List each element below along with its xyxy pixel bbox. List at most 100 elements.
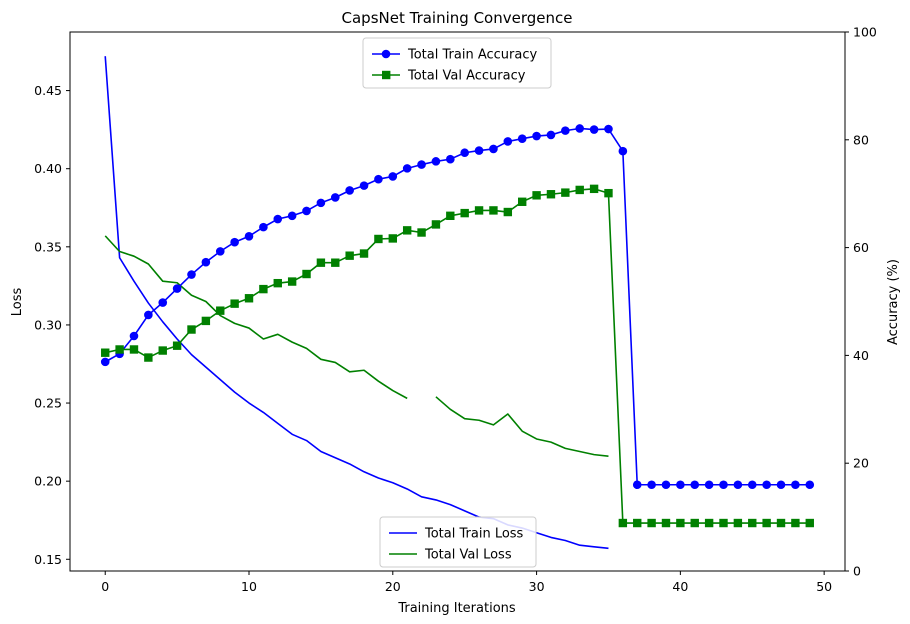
train-accuracy-point [690,480,700,490]
val-accuracy-point [733,518,743,528]
train-accuracy-point [144,310,153,320]
val-accuracy-point [115,345,124,354]
legend-label: Total Val Accuracy [407,69,526,84]
train-accuracy-point [676,480,685,490]
train-accuracy-point [244,231,254,241]
train-accuracy-point [489,144,498,154]
left-tick-label: 0.35 [34,239,62,254]
x-tick-label: 30 [529,579,545,594]
x-tick-label: 40 [672,579,688,594]
right-tick-label: 40 [853,348,869,363]
val-accuracy-point [230,299,239,308]
val-accuracy-point [489,206,498,215]
val-accuracy-point [805,518,814,528]
left-tick-label: 0.30 [34,317,62,332]
val-accuracy-point [345,251,354,260]
loss-legend: Total Train Loss Total Val Loss [379,516,537,568]
legend-box [379,516,537,568]
val-accuracy-point [474,206,484,215]
legend-label: Total Train Accuracy [407,48,537,63]
x-tick-label: 10 [241,579,257,594]
train-accuracy-point [417,160,426,169]
train-accuracy-point [129,331,139,341]
train-accuracy-point [172,284,182,293]
right-axis-label: Accuracy (%) [886,259,901,345]
train-accuracy-point [791,480,800,490]
val-accuracy-point [575,185,584,195]
val-accuracy-line [105,188,810,524]
legend-label: Total Train Loss [424,527,524,542]
val-accuracy-point [359,249,369,258]
val-accuracy-point [144,353,153,362]
train-accuracy-point [187,270,196,279]
train-accuracy-point [158,298,168,307]
val-accuracy-point [546,190,556,199]
val-accuracy-point [402,226,412,235]
train-accuracy-point [402,164,412,173]
val-accuracy-point [791,518,800,528]
val-accuracy-point [647,518,656,528]
val-accuracy-point [287,277,297,286]
val-accuracy-point [460,208,469,218]
right-tick-label: 80 [853,132,869,147]
train-accuracy-point [604,124,613,134]
val-loss-line [104,235,609,457]
val-accuracy-point [748,518,757,528]
val-accuracy-point [776,518,786,528]
train-accuracy-point [259,222,268,232]
val-accuracy-point [762,518,771,528]
train-accuracy-point [632,480,642,490]
train-accuracy-point [517,134,527,144]
right-tick-label: 20 [853,456,869,471]
right-tick-label: 100 [853,25,877,40]
legend-marker [382,70,391,80]
val-accuracy-point [216,306,225,315]
train-accuracy-point [431,157,441,166]
val-accuracy-point [661,518,671,528]
val-accuracy-point [244,294,254,303]
train-accuracy-point [316,198,326,208]
train-accuracy-point [273,214,283,224]
val-accuracy-point [503,207,513,217]
left-tick-label: 0.45 [34,83,62,98]
val-accuracy-point [532,191,541,200]
train-accuracy-point [215,247,225,256]
right-axis-ticks: 0 20 40 60 80 100 [845,25,877,579]
train-accuracy-point [647,480,656,490]
left-tick-label: 0.40 [34,161,62,176]
train-accuracy-point [460,148,469,158]
train-accuracy-point [733,480,743,490]
val-accuracy-point [158,346,167,355]
val-accuracy-point [172,341,182,350]
right-tick-label: 60 [853,240,869,255]
val-accuracy-point [589,184,599,194]
train-accuracy-point [474,146,484,155]
x-axis-label: Training Iterations [397,601,516,616]
train-accuracy-point [503,137,513,146]
train-accuracy-point [374,174,383,184]
val-accuracy-point [604,188,613,198]
train-accuracy-point [287,211,297,221]
train-accuracy-point [805,480,815,490]
accuracy-legend: Total Train Accuracy Total Val Accuracy [362,37,552,89]
train-accuracy-point [575,124,585,133]
train-accuracy-point [532,131,541,141]
val-accuracy-point [101,348,110,357]
val-accuracy-point [561,188,570,197]
val-accuracy-point [618,518,628,528]
train-accuracy-point [747,480,757,490]
chart-title: CapsNet Training Convergence [342,9,573,27]
train-accuracy-point [661,480,671,490]
x-axis-ticks: 0 10 20 30 40 50 [101,571,832,594]
left-tick-label: 0.15 [34,552,62,567]
x-tick-label: 50 [816,579,832,594]
val-accuracy-point [719,518,728,528]
left-tick-label: 0.20 [34,474,62,489]
val-accuracy-point [388,234,397,243]
train-accuracy-point [446,154,455,164]
val-accuracy-point [417,228,426,237]
train-accuracy-point [302,206,311,216]
val-accuracy-point [316,258,326,267]
train-accuracy-point [561,126,570,135]
